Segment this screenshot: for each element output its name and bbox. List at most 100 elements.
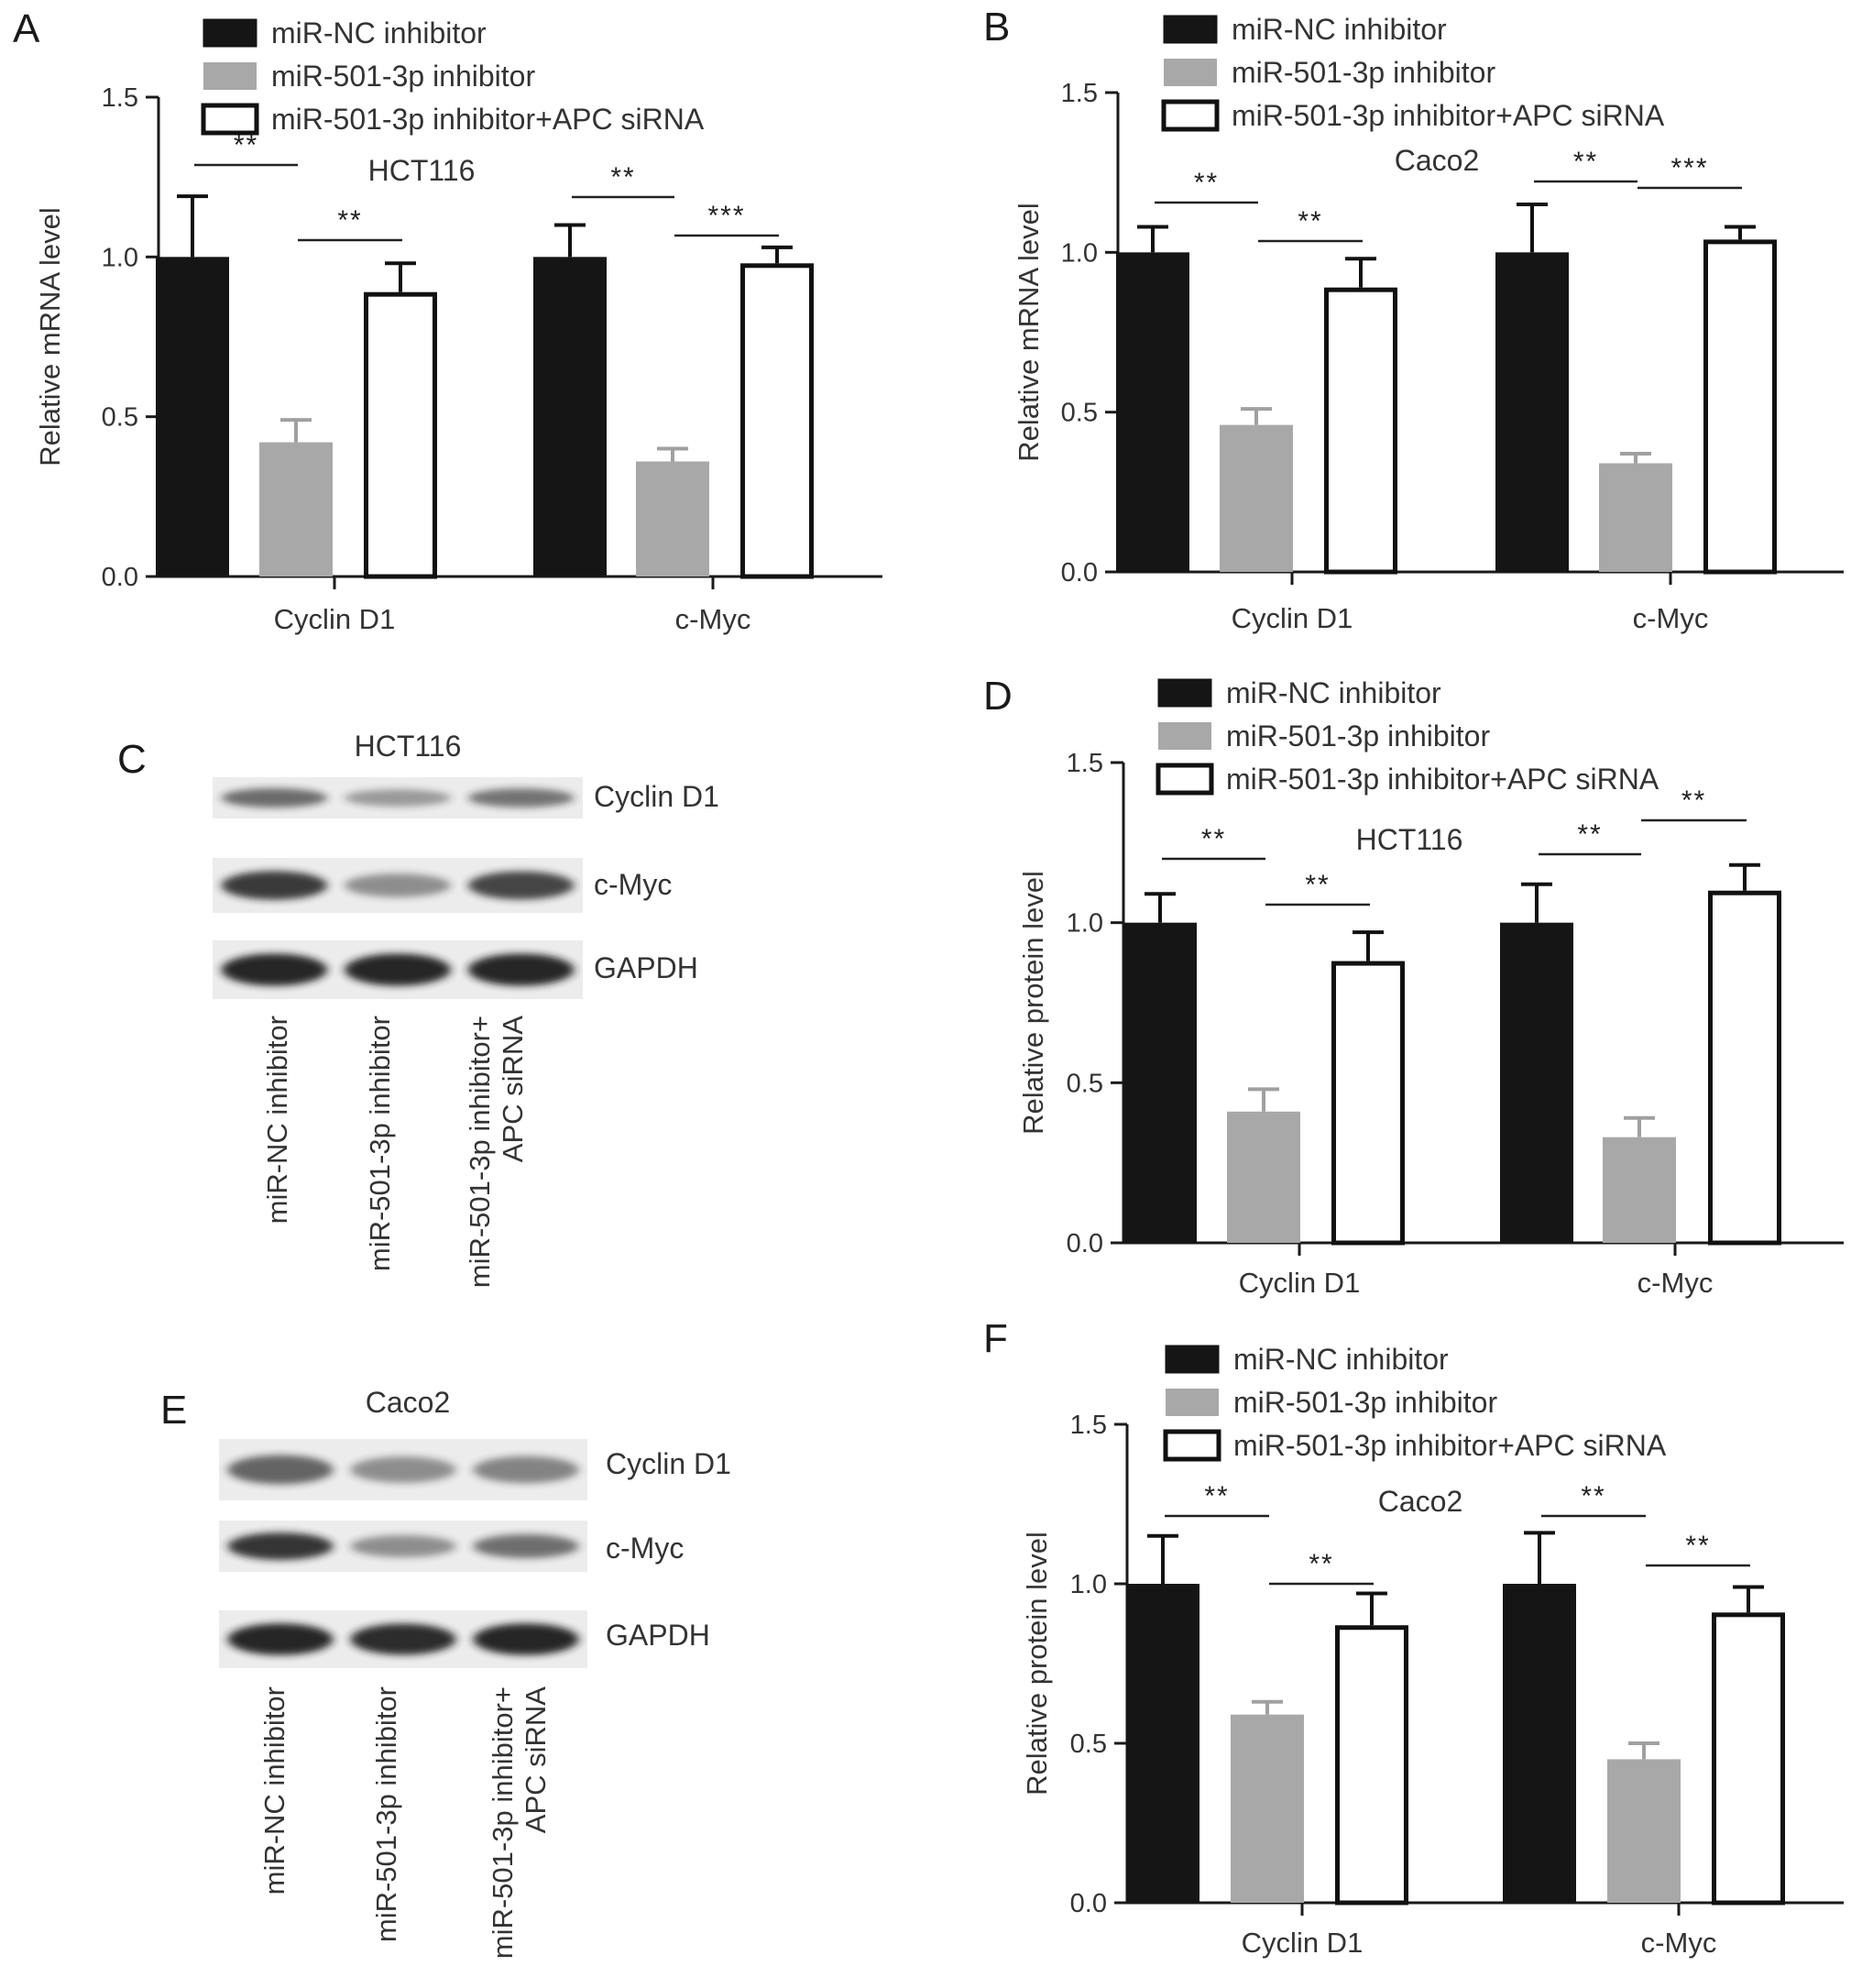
blot-row-label: GAPDH bbox=[606, 1619, 710, 1652]
cell-line-label: HCT116 bbox=[1356, 823, 1463, 856]
blot-row-label: Cyclin D1 bbox=[594, 780, 719, 813]
cell-line-label: Caco2 bbox=[1395, 144, 1480, 177]
legend-label: miR-501-3p inhibitor bbox=[1233, 1386, 1497, 1419]
legend-swatch bbox=[1161, 99, 1220, 132]
bar bbox=[1607, 1759, 1681, 1903]
blot-band bbox=[227, 1532, 334, 1560]
blot-band bbox=[467, 953, 575, 986]
legend-swatch bbox=[1157, 678, 1212, 708]
bar bbox=[1126, 1584, 1199, 1903]
y-tick-label: 0.5 bbox=[1067, 1069, 1103, 1098]
significance-label: ** bbox=[1581, 1481, 1605, 1511]
legend-label: miR-501-3p inhibitor bbox=[271, 60, 535, 93]
y-tick-label: 1.0 bbox=[1061, 238, 1098, 268]
panel-letter: E bbox=[160, 1388, 187, 1433]
bar bbox=[156, 257, 229, 577]
panel-letter: D bbox=[983, 674, 1013, 719]
x-category-label: Cyclin D1 bbox=[274, 603, 396, 635]
significance-label: ** bbox=[1305, 870, 1330, 900]
blot-row-label: c-Myc bbox=[606, 1532, 684, 1565]
legend-swatch bbox=[1166, 1389, 1219, 1416]
x-category-label: c-Myc bbox=[1641, 1927, 1717, 1959]
blot-row-label: GAPDH bbox=[594, 951, 698, 984]
significance-label: ** bbox=[610, 162, 635, 192]
x-category-label: c-Myc bbox=[675, 603, 751, 635]
y-tick-label: 1.5 bbox=[1061, 79, 1098, 108]
legend-swatch bbox=[201, 103, 259, 136]
blot-band bbox=[350, 1623, 456, 1655]
panel-letter: A bbox=[13, 6, 40, 51]
blot-band bbox=[467, 871, 575, 900]
y-axis-label: Relative protein level bbox=[1021, 1532, 1053, 1796]
lane-label: miR-501-3p inhibitor+APC siRNA bbox=[464, 1016, 529, 1289]
y-tick-label: 1.0 bbox=[102, 243, 138, 272]
western-blot-panel-c: C HCT116 Cyclin D1 c-Myc GAPDH miR-NC inhibit… bbox=[117, 730, 719, 1288]
lane-label: miR-501-3p inhibitor bbox=[364, 1016, 396, 1271]
blot-band bbox=[345, 873, 451, 897]
western-blot-panel-e: E Caco2 Cyclin D1 c-Myc GAPDH miR-NC inhibito… bbox=[160, 1386, 731, 1959]
blot-band bbox=[227, 1623, 334, 1655]
lane-label-line: APC siRNA bbox=[520, 1686, 552, 1834]
bar bbox=[533, 257, 607, 577]
bar bbox=[1335, 1625, 1408, 1906]
legend-swatch bbox=[1156, 763, 1214, 796]
y-tick-label: 1.5 bbox=[1070, 1411, 1107, 1440]
bar bbox=[1231, 1714, 1304, 1903]
blot-band bbox=[467, 788, 575, 807]
blot-band bbox=[473, 1534, 579, 1558]
blot-band bbox=[221, 953, 328, 986]
cell-line-label: HCT116 bbox=[368, 154, 476, 187]
legend-label: miR-NC inhibitor bbox=[1226, 676, 1441, 709]
y-axis-label: Relative mRNA level bbox=[1013, 203, 1045, 462]
significance-label: ** bbox=[1309, 1549, 1333, 1579]
bar bbox=[259, 442, 333, 577]
significance-label: ** bbox=[1681, 785, 1706, 816]
y-axis-label: Relative mRNA level bbox=[34, 207, 66, 467]
legend-swatch bbox=[1165, 1345, 1220, 1374]
western-blots-layer: C HCT116 Cyclin D1 c-Myc GAPDH miR-NC inhibit… bbox=[117, 730, 731, 1959]
blot-row-1: c-Myc bbox=[219, 1521, 684, 1572]
legend-label: miR-501-3p inhibitor+APC siRNA bbox=[271, 103, 705, 136]
significance-label: ** bbox=[234, 130, 258, 160]
blot-band bbox=[227, 1455, 334, 1485]
blot-row-0: Cyclin D1 bbox=[213, 777, 719, 818]
significance-label: ** bbox=[1194, 168, 1219, 198]
legend-label: miR-501-3p inhibitor+APC siRNA bbox=[1233, 1429, 1667, 1462]
significance-label: ** bbox=[1204, 1481, 1229, 1511]
y-tick-label: 0.0 bbox=[1067, 1229, 1103, 1258]
cell-line-label: HCT116 bbox=[355, 730, 462, 763]
y-tick-label: 0.0 bbox=[1061, 558, 1098, 588]
lane-label: miR-501-3p inhibitor+APC siRNA bbox=[487, 1686, 552, 1960]
blot-band bbox=[345, 953, 451, 986]
panel-letter: F bbox=[983, 1316, 1008, 1361]
legend-swatch bbox=[1163, 15, 1218, 44]
significance-label: ** bbox=[337, 205, 362, 236]
cell-line-label: Caco2 bbox=[1378, 1485, 1463, 1518]
bar bbox=[364, 291, 437, 579]
bar bbox=[1123, 922, 1197, 1243]
y-tick-label: 1.0 bbox=[1067, 909, 1103, 939]
y-tick-label: 1.5 bbox=[102, 83, 138, 113]
legend-swatch bbox=[1158, 722, 1211, 750]
lane-label: miR-NC inhibitor bbox=[261, 1016, 293, 1224]
legend-swatch bbox=[203, 18, 257, 48]
bar bbox=[1324, 287, 1397, 575]
cell-line-label: Caco2 bbox=[366, 1386, 451, 1419]
significance-label: *** bbox=[707, 201, 745, 231]
legend-swatch bbox=[1164, 59, 1217, 86]
legend-swatch bbox=[203, 62, 257, 90]
blot-band bbox=[345, 789, 451, 807]
x-category-label: c-Myc bbox=[1633, 602, 1709, 634]
y-tick-label: 0.5 bbox=[102, 403, 138, 433]
legend-swatch bbox=[1163, 1429, 1221, 1462]
bar bbox=[1495, 252, 1569, 572]
blot-band bbox=[473, 1455, 579, 1484]
y-tick-label: 0.0 bbox=[1070, 1889, 1107, 1918]
legend-label: miR-501-3p inhibitor bbox=[1226, 719, 1490, 752]
significance-label: ** bbox=[1577, 819, 1602, 850]
